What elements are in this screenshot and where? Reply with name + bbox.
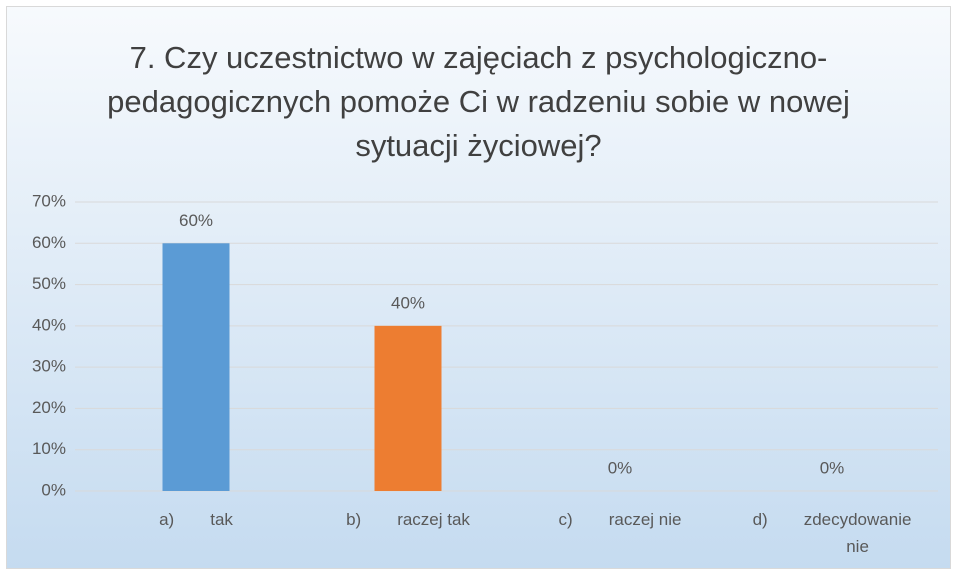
y-tick-label: 0% — [41, 480, 66, 499]
y-tick-label: 30% — [32, 357, 66, 376]
x-tick-label: d) zdecydowanie nie — [753, 510, 912, 556]
bar — [162, 243, 230, 491]
chart-title: 7. Czy uczestnictwo w zajęciach z psycho… — [107, 40, 850, 163]
y-tick-label: 20% — [32, 398, 66, 417]
y-tick-label: 70% — [32, 191, 66, 210]
y-tick-label: 10% — [32, 439, 66, 458]
data-label: 60% — [179, 211, 213, 230]
y-tick-label: 40% — [32, 315, 66, 334]
y-tick-label: 50% — [32, 274, 66, 293]
x-tick-label: a) tak — [159, 510, 233, 529]
x-tick-label: c) raczej nie — [559, 510, 682, 529]
y-tick-label: 60% — [32, 233, 66, 252]
data-label: 40% — [391, 293, 425, 312]
bar — [374, 325, 442, 491]
data-label: 0% — [820, 458, 845, 477]
x-tick-label: b) raczej tak — [346, 510, 470, 529]
data-label: 0% — [608, 458, 633, 477]
